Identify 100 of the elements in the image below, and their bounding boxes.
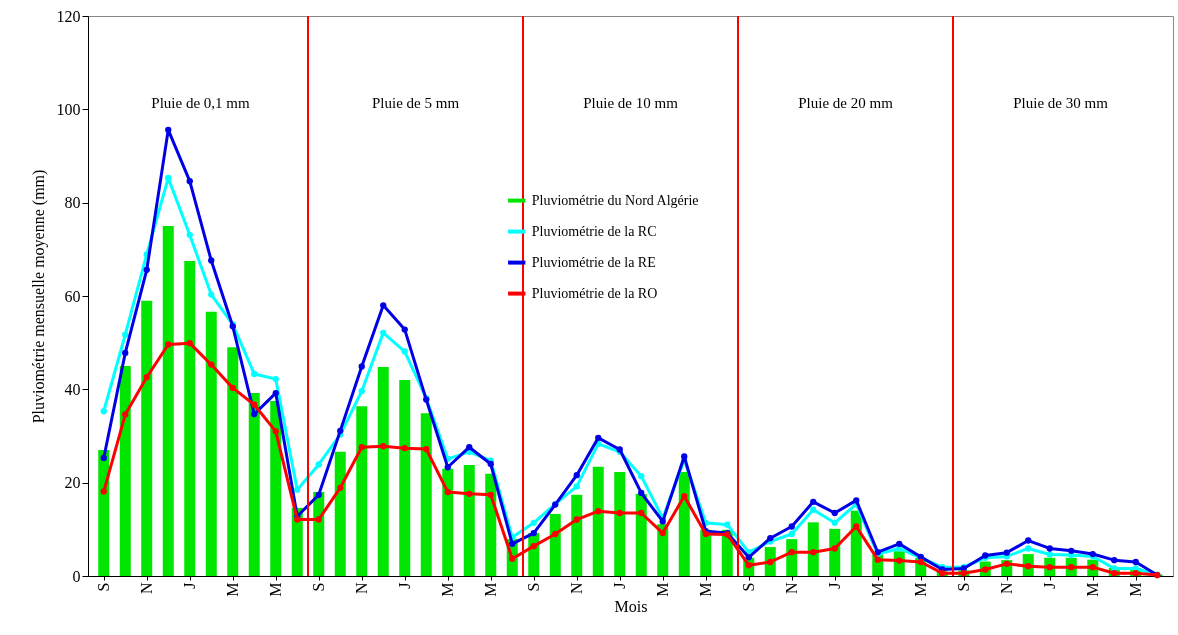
point <box>423 445 430 453</box>
bar <box>807 522 819 576</box>
x-tick-label: N <box>783 582 801 595</box>
x-tick-label: S <box>95 582 113 592</box>
x-tick-label: S <box>525 582 543 592</box>
point <box>487 491 494 498</box>
bar <box>592 466 604 576</box>
point <box>165 126 172 134</box>
annotation: Pluie de 30 mm <box>1013 94 1109 111</box>
y-tick-label: 20 <box>64 474 81 492</box>
point <box>272 389 279 397</box>
point <box>272 375 279 383</box>
point <box>251 410 258 418</box>
point <box>165 341 172 348</box>
x-tick-label: M <box>912 582 930 597</box>
point <box>810 506 817 513</box>
point <box>251 370 258 378</box>
point <box>724 521 731 528</box>
point <box>831 545 838 552</box>
x-tick-label: M <box>1084 582 1102 597</box>
point <box>208 361 215 368</box>
point <box>1046 551 1053 558</box>
point <box>122 411 129 418</box>
point <box>831 509 838 517</box>
point <box>616 509 623 517</box>
bar <box>635 493 647 576</box>
point <box>143 374 150 381</box>
point <box>100 408 107 415</box>
y-tick-label: 60 <box>64 287 81 305</box>
point <box>1025 537 1032 544</box>
x-tick-label: N <box>998 582 1016 595</box>
x-tick-label: M <box>1127 582 1145 597</box>
point <box>810 498 817 505</box>
x-tick-label: M <box>267 582 285 597</box>
bar <box>485 473 497 576</box>
x-tick-label: M <box>869 582 887 597</box>
point <box>315 491 322 498</box>
point <box>509 540 516 547</box>
point <box>917 558 924 566</box>
point <box>466 444 473 451</box>
point <box>681 493 688 500</box>
point <box>788 530 795 538</box>
point <box>186 178 193 185</box>
point <box>358 363 365 370</box>
point <box>401 326 408 333</box>
point <box>788 523 795 530</box>
x-tick-label: N <box>138 582 156 595</box>
point <box>573 516 580 523</box>
point <box>358 388 365 395</box>
point <box>380 302 387 309</box>
annotation: Pluie de 20 mm <box>798 94 894 111</box>
point <box>208 291 215 298</box>
bar <box>399 380 411 576</box>
point <box>1132 558 1139 566</box>
y-tick-label: 80 <box>64 194 81 212</box>
point <box>315 516 322 523</box>
legend-label: Pluviométrie de la RC <box>531 223 657 239</box>
point <box>1003 549 1010 556</box>
x-tick-label: J <box>826 582 844 589</box>
point <box>552 530 559 538</box>
bar <box>334 451 346 576</box>
x-tick-label: M <box>697 582 715 597</box>
annotation: Pluie de 0,1 mm <box>151 94 250 111</box>
x-tick-label: J <box>1041 582 1059 589</box>
point <box>100 454 107 462</box>
bar <box>119 366 131 576</box>
point <box>401 348 408 355</box>
y-tick-label: 100 <box>56 100 81 118</box>
point <box>810 549 817 556</box>
point <box>1046 545 1053 552</box>
annotation: Pluie de 5 mm <box>371 94 460 111</box>
point <box>853 523 860 530</box>
x-tick-label: N <box>353 582 371 595</box>
point <box>358 444 365 451</box>
bar <box>248 393 260 576</box>
point <box>315 461 322 468</box>
point <box>401 444 408 452</box>
x-tick-label: M <box>482 582 500 597</box>
x-tick-label: M <box>439 582 457 597</box>
x-tick-label: S <box>740 582 758 592</box>
bar <box>549 513 561 576</box>
bar <box>141 300 153 576</box>
bar <box>205 311 217 576</box>
point <box>1025 545 1032 552</box>
point <box>466 490 473 498</box>
point <box>638 509 645 517</box>
y-tick-label: 120 <box>56 7 81 25</box>
point <box>595 434 602 442</box>
point <box>444 464 451 471</box>
point <box>530 519 537 526</box>
point <box>186 339 193 347</box>
point <box>896 540 903 547</box>
y-tick-label: 40 <box>64 380 81 398</box>
bar <box>356 406 368 576</box>
point <box>573 483 580 490</box>
x-tick-label: J <box>611 582 629 589</box>
bar <box>162 226 174 576</box>
point <box>509 555 516 562</box>
point <box>251 401 258 408</box>
bar <box>270 401 282 576</box>
